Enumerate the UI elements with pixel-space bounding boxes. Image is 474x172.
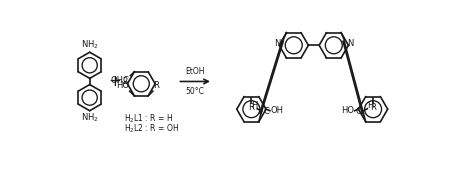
Text: HO: HO [116,81,129,90]
Text: 2: 2 [122,77,128,86]
Text: NH$_2$: NH$_2$ [81,39,99,51]
Text: H$_2$L1 : R = H: H$_2$L1 : R = H [124,113,173,125]
Text: C: C [264,107,269,116]
Text: H$_2$L2 : R = OH: H$_2$L2 : R = OH [124,122,179,135]
Text: HO: HO [341,106,354,115]
Text: R: R [248,103,255,112]
Text: R: R [370,103,376,112]
Text: N: N [347,39,354,48]
Text: NH$_2$: NH$_2$ [81,111,99,124]
Text: C: C [355,107,361,116]
Text: H: H [251,101,257,110]
Text: R: R [154,81,159,90]
Text: +: + [108,74,121,89]
Text: EtOH: EtOH [185,67,205,76]
Text: N: N [274,39,280,48]
Text: H: H [367,101,374,110]
Text: OH: OH [271,106,283,115]
Text: OHC: OHC [111,76,130,85]
Text: 50°C: 50°C [186,87,205,96]
